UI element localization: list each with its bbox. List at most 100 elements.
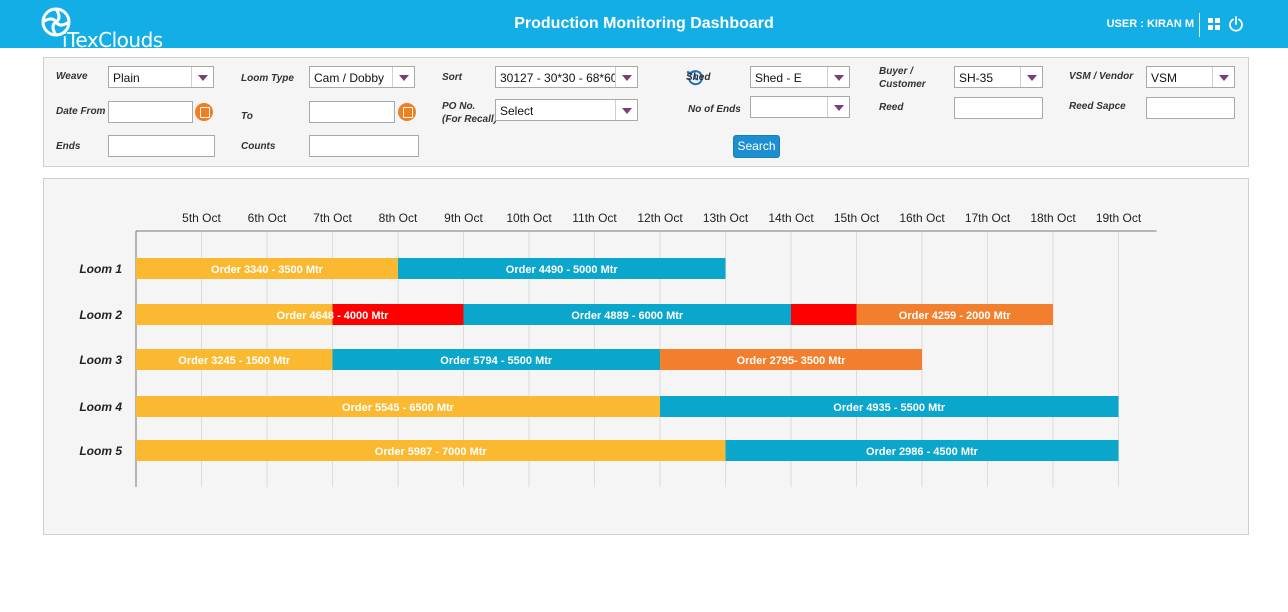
- counts-input[interactable]: [309, 135, 419, 157]
- sort-label: Sort: [442, 72, 462, 83]
- chevron-down-icon[interactable]: [1212, 67, 1234, 87]
- vsm-select[interactable]: VSM: [1146, 66, 1235, 88]
- loom-row-label: Loom 2: [79, 308, 122, 322]
- buyer-select[interactable]: SH-35: [954, 66, 1043, 88]
- power-icon[interactable]: [1228, 16, 1244, 32]
- order-bar-label: Order 5987 - 7000 Mtr: [375, 446, 488, 458]
- order-bar: [398, 258, 726, 279]
- date-from-label: Date From: [56, 106, 106, 117]
- order-bar: [136, 440, 726, 461]
- date-from-input[interactable]: [108, 101, 193, 123]
- no-of-ends-label: No of Ends: [688, 104, 741, 115]
- loom-row-label: Loom 3: [79, 353, 122, 367]
- po-no-label-line2: (For Recall): [442, 114, 498, 125]
- chevron-down-icon[interactable]: [615, 100, 637, 120]
- header-divider: [1199, 13, 1200, 37]
- to-label: To: [241, 111, 253, 122]
- weave-label: Weave: [56, 71, 88, 82]
- order-bar-label: Order 4935 - 5500 Mtr: [833, 402, 946, 414]
- no-of-ends-select[interactable]: [750, 96, 850, 118]
- x-tick-label: 9th Oct: [444, 211, 483, 225]
- x-tick-label: 5th Oct: [182, 211, 221, 225]
- calendar-icon[interactable]: [398, 103, 416, 121]
- order-bar: [332, 304, 464, 325]
- loom-type-label: Loom Type: [241, 73, 294, 84]
- order-bar-label: Order 2795- 3500 Mtr: [737, 355, 847, 367]
- order-bar: [660, 349, 922, 370]
- x-tick-label: 11th Oct: [572, 211, 617, 225]
- reed-label: Reed: [879, 102, 904, 113]
- chevron-down-icon[interactable]: [392, 67, 414, 87]
- chevron-down-icon[interactable]: [191, 67, 213, 87]
- sort-value: 30127 - 30*30 - 68*60 -: [500, 71, 615, 85]
- logo-text: iTexClouds: [62, 28, 163, 52]
- history-icon[interactable]: [685, 68, 705, 88]
- reed-space-label: Reed Sapce: [1069, 101, 1126, 112]
- date-to-input[interactable]: [309, 101, 395, 123]
- order-bar-label: Order 3245 - 1500 Mtr: [178, 355, 291, 367]
- order-bar-label: Order 4259 - 2000 Mtr: [899, 310, 1012, 322]
- x-tick-label: 12th Oct: [637, 211, 683, 225]
- page-title: Production Monitoring Dashboard: [514, 15, 774, 32]
- po-no-select[interactable]: Select: [495, 99, 638, 121]
- shed-value: Shed - E: [755, 71, 802, 85]
- top-header: iTexClouds Production Monitoring Dashboa…: [0, 0, 1288, 52]
- x-tick-label: 18th Oct: [1030, 211, 1076, 225]
- order-bar-label: Order 2986 - 4500 Mtr: [866, 446, 979, 458]
- order-bar: [725, 440, 1119, 461]
- reed-space-input[interactable]: [1146, 97, 1235, 119]
- x-tick-label: 17th Oct: [965, 211, 1011, 225]
- po-no-label-line1: PO No.: [442, 101, 476, 112]
- chevron-down-icon[interactable]: [827, 67, 849, 87]
- order-bar: [136, 304, 333, 325]
- filter-panel: Weave Plain Loom Type Cam / Dobby Sort 3…: [43, 57, 1249, 167]
- logo-swirl-icon: [41, 7, 71, 37]
- chevron-down-icon[interactable]: [1020, 67, 1042, 87]
- loom-row-label: Loom 5: [79, 444, 122, 458]
- reed-input[interactable]: [954, 97, 1043, 119]
- order-bar-label: Order 4490 - 5000 Mtr: [506, 264, 619, 276]
- x-tick-label: 6th Oct: [248, 211, 287, 225]
- loom-row-label: Loom 4: [79, 400, 122, 414]
- x-tick-label: 15th Oct: [834, 211, 880, 225]
- buyer-label-line1: Buyer /: [879, 66, 913, 77]
- loom-type-value: Cam / Dobby: [314, 71, 385, 85]
- order-bar: [136, 396, 660, 417]
- buyer-label-line2: Customer: [879, 79, 926, 90]
- shed-label: Shed: [686, 72, 711, 83]
- order-bar-label: Order 4889 - 6000 Mtr: [571, 310, 684, 322]
- order-bar: [791, 304, 857, 325]
- order-bar: [660, 396, 1119, 417]
- search-button[interactable]: Search: [733, 135, 780, 158]
- ends-label: Ends: [56, 141, 81, 152]
- chevron-down-icon[interactable]: [827, 97, 849, 117]
- weave-value: Plain: [113, 71, 140, 85]
- ends-input[interactable]: [108, 135, 215, 157]
- order-bar-label: Order 5545 - 6500 Mtr: [342, 402, 455, 414]
- loom-row-label: Loom 1: [79, 262, 122, 276]
- gantt-chart: 5th Oct 6th Oct 7th Oct 8th Oct 9th Oct 10th …: [79, 211, 1157, 487]
- loom-type-select[interactable]: Cam / Dobby: [309, 66, 415, 88]
- counts-label: Counts: [241, 141, 276, 152]
- order-bar: [856, 304, 1053, 325]
- order-bar: [463, 304, 791, 325]
- x-tick-label: 13th Oct: [703, 211, 749, 225]
- sort-select[interactable]: 30127 - 30*30 - 68*60 -: [495, 66, 638, 88]
- buyer-value: SH-35: [959, 71, 994, 85]
- x-tick-label: 8th Oct: [379, 211, 418, 225]
- po-no-value: Select: [500, 104, 534, 118]
- x-tick-label: 10th Oct: [506, 211, 552, 225]
- x-tick-label: 19th Oct: [1096, 211, 1142, 225]
- weave-select[interactable]: Plain: [108, 66, 214, 88]
- order-bar: [136, 258, 398, 279]
- x-tick-label: 16th Oct: [899, 211, 945, 225]
- x-tick-label: 7th Oct: [313, 211, 352, 225]
- calendar-icon[interactable]: [195, 103, 213, 121]
- app-logo[interactable]: iTexClouds: [40, 6, 163, 52]
- order-bar: [136, 349, 333, 370]
- chevron-down-icon[interactable]: [615, 67, 637, 87]
- order-bar-label: Order 3340 - 3500 Mtr: [211, 264, 324, 276]
- shed-select[interactable]: Shed - E: [750, 66, 850, 88]
- vsm-label: VSM / Vendor: [1069, 71, 1134, 82]
- apps-grid-icon[interactable]: [1208, 18, 1220, 30]
